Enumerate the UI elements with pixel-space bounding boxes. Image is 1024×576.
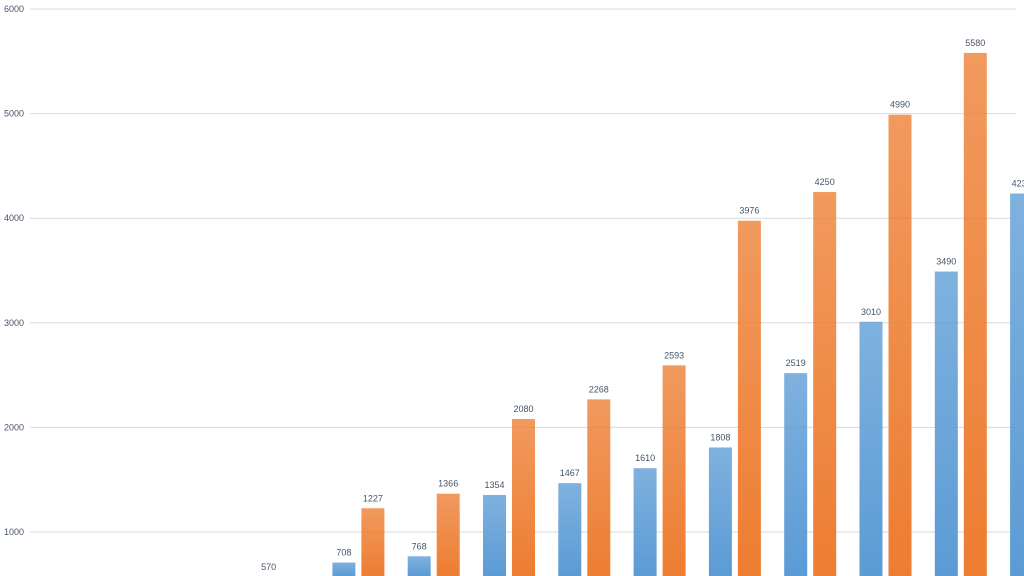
y-tick-label: 4000 bbox=[4, 213, 24, 223]
data-label-series1-13: 4236 bbox=[1012, 179, 1024, 189]
data-label-series1-6: 1354 bbox=[484, 480, 504, 490]
data-label-series2-8: 2593 bbox=[664, 350, 684, 360]
data-label-series1-10: 2519 bbox=[786, 358, 806, 368]
bar-series2-6 bbox=[512, 419, 535, 576]
data-label-series2-11: 4990 bbox=[890, 100, 910, 110]
data-label-series2-12: 5580 bbox=[965, 38, 985, 48]
gridlines bbox=[30, 8, 1016, 533]
data-label-series2-9: 3976 bbox=[739, 206, 759, 216]
y-tick-label: 6000 bbox=[4, 4, 24, 14]
bar-series2-10 bbox=[813, 192, 837, 576]
y-tick-label: 3000 bbox=[4, 318, 24, 328]
bar-series2-5 bbox=[436, 493, 460, 576]
y-tick-label: 2000 bbox=[4, 422, 24, 432]
data-label-series1-12: 3490 bbox=[936, 257, 956, 267]
bar-series1-6 bbox=[483, 494, 506, 576]
bar-series1-7 bbox=[558, 483, 582, 576]
bar-series2-7 bbox=[587, 399, 611, 576]
data-label-series2-4: 1227 bbox=[363, 493, 383, 503]
y-tick-label: 5000 bbox=[4, 109, 24, 119]
bars bbox=[332, 52, 1024, 576]
data-labels: 570 708 1227 768 1366 1354 2080 1467 2268 1610 259… bbox=[261, 38, 1024, 572]
bar-series1-11 bbox=[859, 321, 883, 576]
data-label-series1-4: 708 bbox=[336, 548, 351, 558]
data-label-series1-8: 1610 bbox=[635, 453, 655, 463]
bar-series1-4 bbox=[332, 562, 356, 576]
data-label-series2-6: 2080 bbox=[513, 404, 533, 414]
data-label-series2-7: 2268 bbox=[589, 384, 609, 394]
bar-series2-9 bbox=[737, 220, 761, 576]
data-label-series2-5: 1366 bbox=[438, 479, 458, 489]
data-label-series1-5: 768 bbox=[412, 541, 427, 551]
data-label-series2-10: 4250 bbox=[815, 177, 835, 187]
bar-series1-8 bbox=[633, 468, 657, 576]
bar-series1-10 bbox=[784, 373, 808, 576]
y-axis-labels: 1000 2000 3000 4000 5000 6000 bbox=[4, 4, 24, 537]
bar-series1-5 bbox=[407, 556, 431, 576]
data-label-series1-3: 570 bbox=[261, 562, 276, 572]
bar-series2-11 bbox=[888, 114, 912, 576]
bar-series2-8 bbox=[662, 365, 686, 576]
data-label-series1-7: 1467 bbox=[560, 468, 580, 478]
bar-series1-12 bbox=[934, 271, 958, 576]
data-label-series1-11: 3010 bbox=[861, 307, 881, 317]
data-label-series1-9: 1808 bbox=[710, 432, 730, 442]
bar-series2-12 bbox=[963, 52, 987, 576]
y-tick-label: 1000 bbox=[4, 527, 24, 537]
bar-series1-13 bbox=[1010, 193, 1024, 576]
bar-series2-4 bbox=[361, 508, 385, 576]
bar-series1-9 bbox=[708, 447, 732, 576]
